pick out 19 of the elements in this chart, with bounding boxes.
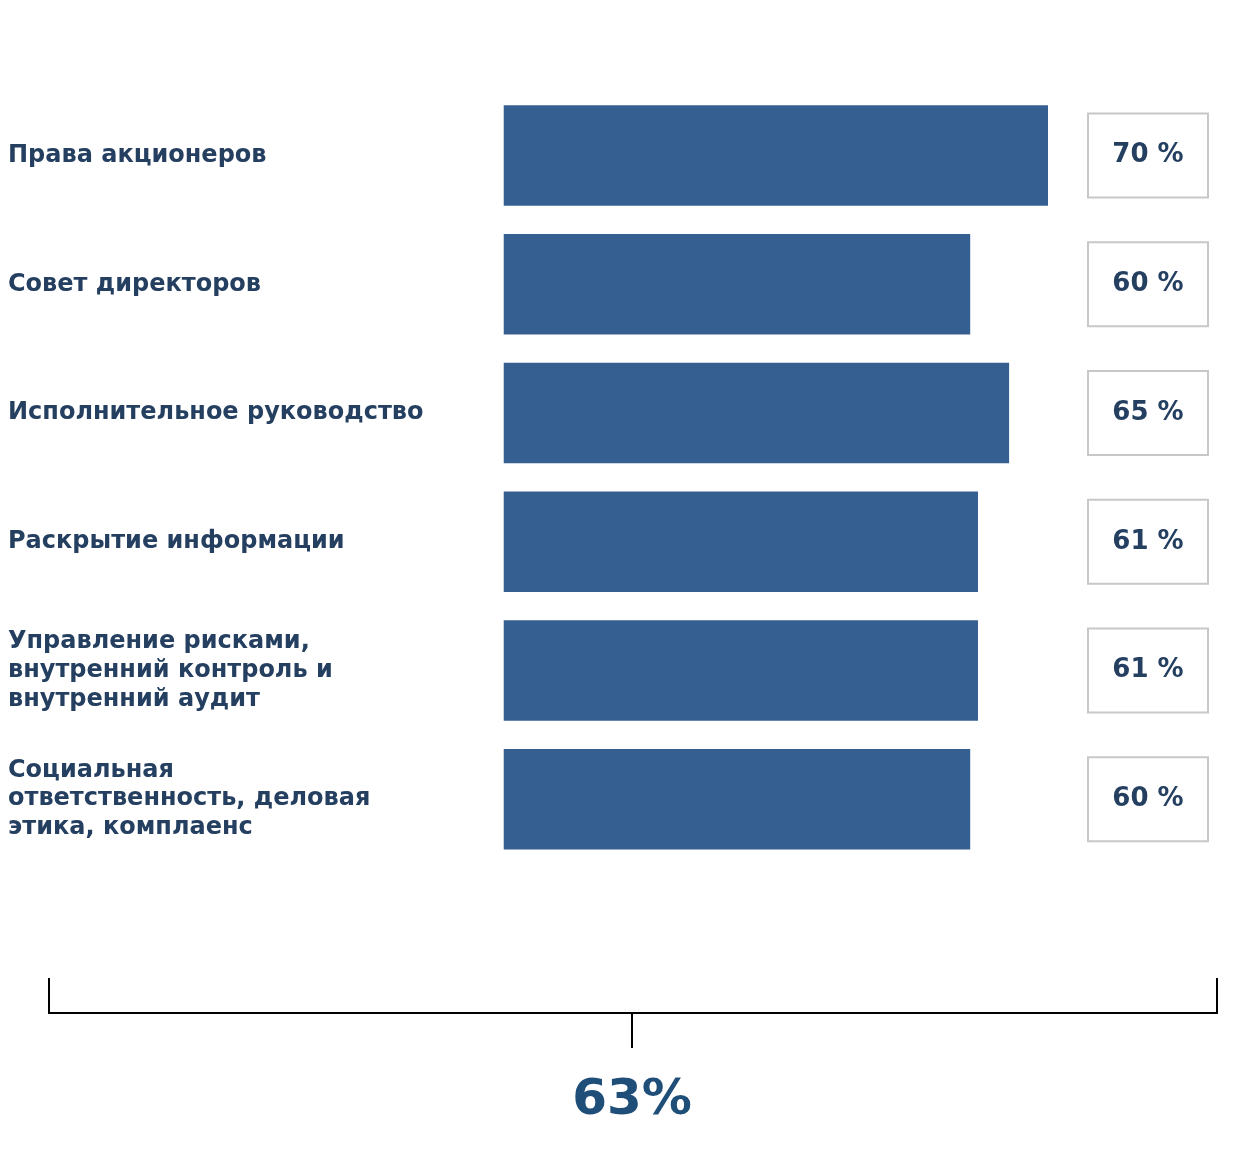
y-tick-label: Права акционеров	[8, 139, 267, 168]
y-tick-label: Исполнительное руководство	[8, 397, 424, 426]
bar	[503, 234, 971, 335]
text: 63%	[571, 1068, 693, 1126]
data-label: 70 %	[1112, 138, 1184, 169]
bar	[503, 362, 1010, 464]
y-tick-label: Социальная ответственность, деловая этика, комплаенс	[8, 754, 371, 841]
y-tick-label: Совет директоров	[8, 268, 262, 297]
data-label: 61 %	[1112, 653, 1184, 684]
data-label: 60 %	[1112, 781, 1184, 812]
data-label: 65 %	[1112, 395, 1184, 426]
bar	[503, 749, 971, 850]
y-tick-label: Раскрытие информации	[8, 526, 345, 554]
bar	[503, 491, 978, 592]
y-tick-label: Управление рисками, внутренний контроль и внутренний аудит	[8, 625, 333, 712]
bar	[503, 105, 1048, 206]
data-label: 61 %	[1112, 524, 1184, 555]
bar	[503, 620, 978, 721]
data-label: 60 %	[1112, 267, 1184, 298]
